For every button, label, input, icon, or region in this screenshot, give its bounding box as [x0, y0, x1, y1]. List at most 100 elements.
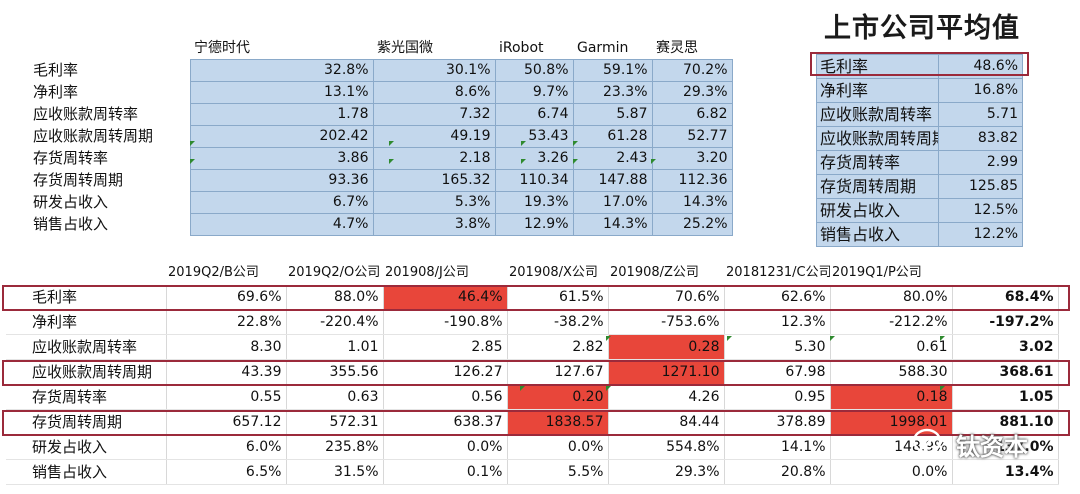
average-cell: 68.4% [952, 285, 1059, 310]
cell-indicator-icon [190, 141, 195, 146]
cell-indicator-icon [573, 141, 578, 146]
table-cell: 4.26 [608, 384, 725, 410]
cell-indicator-icon [940, 386, 945, 391]
table-cell: 12.9% [494, 213, 574, 236]
table-cell: 52.77 [651, 125, 733, 148]
row-label: 毛利率 [33, 61, 79, 79]
wechat-icon [912, 428, 950, 459]
company-header: 20181231/C公司 [726, 265, 830, 280]
table-cell: -220.4% [286, 309, 384, 335]
cell-indicator-icon [190, 159, 195, 164]
average-table: 毛利率 48.6% 净利率 16.8% 应收账款周转率 5.71 应收账款周转周… [816, 54, 1023, 247]
table-cell: 8.30 [166, 334, 287, 360]
row-label: 应收账款周转周期 [33, 127, 154, 145]
row-label: 存货周转率 [33, 149, 109, 167]
company-header: 紫光国微 [377, 40, 433, 56]
table-cell: 3.20 [651, 147, 733, 170]
company-header: 201908/J公司 [385, 265, 469, 280]
table-row: 存货周转周期 657.12 572.31 638.37 1838.57 84.44 378.… [6, 409, 1059, 435]
header-row: 2019Q2/B公司 2019Q2/O公司 201908/J公司 201908/X公司… [6, 261, 1058, 285]
table-cell: 657.12 [166, 409, 287, 435]
table-row: 存货周转率 3.86 2.18 3.26 2.43 3.20 [30, 147, 733, 170]
table-cell: 0.55 [166, 384, 287, 410]
table-row: 存货周转周期 93.36 165.32 110.34 147.88 112.36 [30, 169, 733, 192]
table-cell: 2.99 [938, 150, 1023, 175]
table-cell: 126.27 [383, 359, 508, 385]
listed-company-table: 宁德时代 紫光国微 iRobot Garmin 赛灵思 毛利率 32.8% 30… [30, 38, 733, 236]
table-row: 毛利率 32.8% 30.1% 50.8% 59.1% 70.2% [30, 59, 733, 82]
cell-indicator-icon [389, 159, 394, 164]
table-cell: -212.2% [830, 309, 953, 335]
table-cell: 6.0% [166, 434, 287, 460]
table-cell: 25.2% [651, 213, 733, 236]
table-cell: 7.32 [372, 103, 496, 126]
average-cell: -197.2% [952, 309, 1059, 335]
table-cell: 70.2% [651, 59, 733, 82]
row-label: 净利率 [816, 78, 939, 103]
table-cell: 3.86 [189, 147, 374, 170]
average-cell: 13.4% [952, 459, 1059, 485]
company-header: 赛灵思 [656, 40, 698, 56]
table-cell: 29.3% [651, 81, 733, 104]
table-cell: 6.7% [189, 191, 374, 214]
highlighted-cell: 1271.10 [608, 359, 725, 385]
table-cell: 235.8% [286, 434, 384, 460]
average-title: 上市公司平均值 [824, 13, 1020, 44]
highlighted-cell: 0.20 [507, 384, 609, 410]
row-label: 研发占收入 [33, 193, 109, 211]
table-cell: 83.82 [938, 126, 1023, 151]
table-cell: 32.8% [189, 59, 374, 82]
table-cell: 2.18 [372, 147, 496, 170]
highlighted-cell: 0.18 [830, 384, 953, 410]
row-label: 存货周转率 [816, 150, 939, 175]
table-cell: 3.26 [494, 147, 574, 170]
table-cell: 588.30 [830, 359, 953, 385]
table-cell: 12.5% [938, 198, 1023, 223]
table-row: 毛利率 48.6% [816, 54, 1023, 79]
table-cell: 61.28 [572, 125, 653, 148]
highlighted-cell: 0.28 [608, 334, 725, 360]
table-row: 研发占收入 6.0% 235.8% 0.0% 0.0% 554.8% 14.1% 148.9%… [6, 434, 1059, 460]
table-row: 净利率 16.8% [816, 78, 1023, 103]
cell-indicator-icon [940, 336, 945, 341]
table-cell: 43.39 [166, 359, 287, 385]
table-row: 应收账款周转率 1.78 7.32 6.74 5.87 6.82 [30, 103, 733, 126]
table-cell: 29.3% [608, 459, 725, 485]
table-cell: 110.34 [494, 169, 574, 192]
table-cell: 0.0% [507, 434, 609, 460]
table-cell: 0.56 [383, 384, 508, 410]
table-cell: 13.1% [189, 81, 374, 104]
table-cell: 31.5% [286, 459, 384, 485]
table-cell: 53.43 [494, 125, 574, 148]
table-cell: 9.7% [494, 81, 574, 104]
table-cell: 554.8% [608, 434, 725, 460]
row-label: 毛利率 [6, 285, 167, 310]
row-label: 存货周转周期 [6, 409, 167, 435]
table-cell: 93.36 [189, 169, 374, 192]
table-cell: 19.3% [494, 191, 574, 214]
table-cell: 12.2% [938, 222, 1023, 247]
table-cell: 202.42 [189, 125, 374, 148]
average-cell: 881.10 [952, 409, 1059, 435]
table-cell: 48.6% [938, 54, 1023, 79]
row-label: 应收账款周转率 [816, 102, 939, 127]
table-cell: 49.19 [372, 125, 496, 148]
table-cell: 125.85 [938, 174, 1023, 199]
average-cell: 368.61 [952, 359, 1059, 385]
average-cell: 137.0% [952, 434, 1059, 460]
table-cell: 6.82 [651, 103, 733, 126]
cell-indicator-icon [520, 386, 525, 391]
table-cell: 0.0% [830, 459, 953, 485]
table-cell: 8.6% [372, 81, 496, 104]
company-header: 2019Q2/B公司 [168, 265, 259, 280]
table-cell: 147.88 [572, 169, 653, 192]
row-label: 销售占收入 [6, 459, 167, 485]
table-cell: 20.8% [724, 459, 831, 485]
row-label: 销售占收入 [816, 222, 939, 247]
table-cell: 30.1% [372, 59, 496, 82]
table-cell: 0.63 [286, 384, 384, 410]
table-cell: 1.78 [189, 103, 374, 126]
table-row: 应收账款周转周期 83.82 [816, 126, 1023, 151]
table-cell: 572.31 [286, 409, 384, 435]
company-header: 宁德时代 [194, 40, 250, 56]
